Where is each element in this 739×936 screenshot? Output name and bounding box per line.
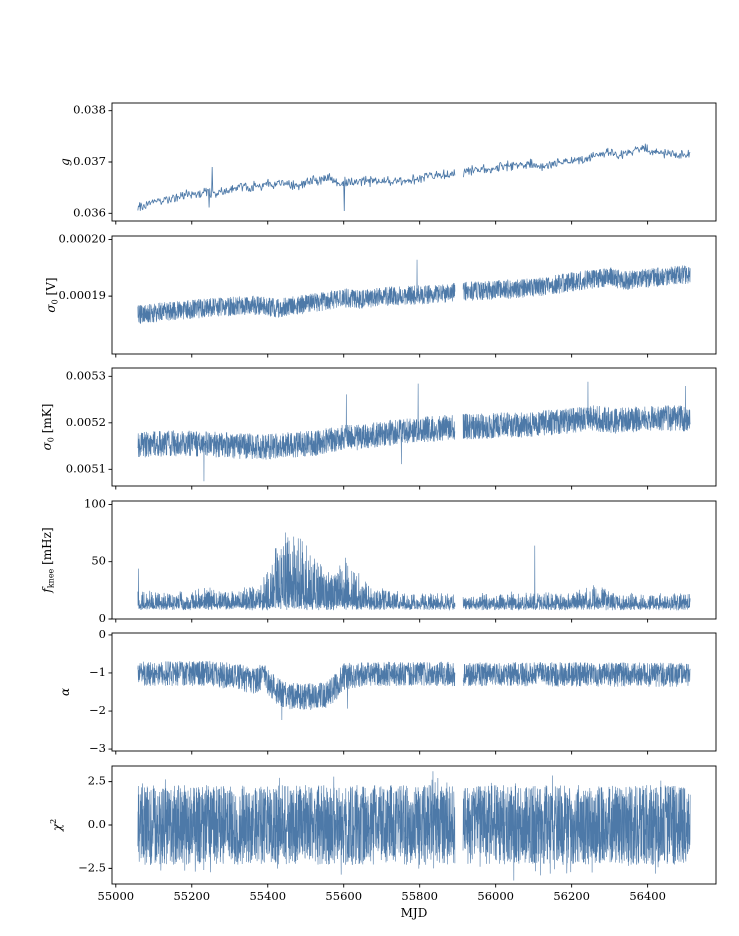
chart-canvas	[0, 0, 739, 936]
figure: 000515	[0, 0, 739, 936]
